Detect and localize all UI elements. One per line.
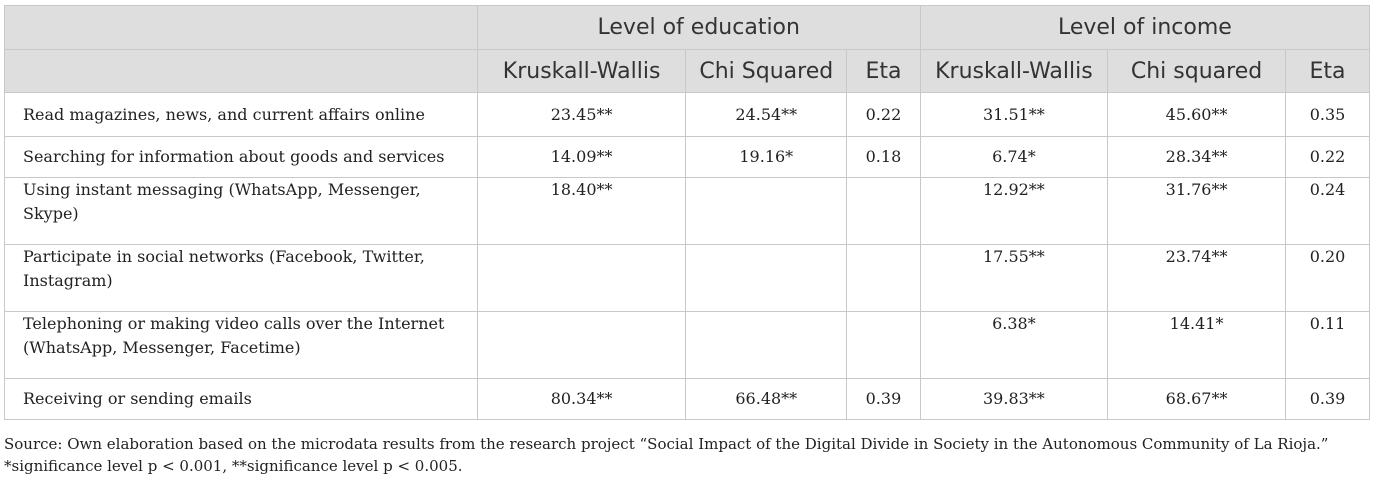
cell-edu-chi bbox=[685, 311, 848, 379]
header-corner bbox=[4, 5, 478, 50]
header-corner-lower bbox=[4, 49, 478, 93]
cell-inc-chi: 68.67** bbox=[1107, 378, 1287, 420]
table-row: Searching for information about goods an… bbox=[4, 136, 1370, 178]
cell-edu-kruskall: 23.45** bbox=[476, 92, 687, 137]
cell-inc-chi: 14.41* bbox=[1107, 311, 1287, 379]
cell-edu-chi bbox=[685, 244, 848, 312]
col-header-edu-kruskall: Kruskall-Wallis bbox=[476, 49, 687, 93]
header-group-row: Level of education Level of income bbox=[4, 5, 1371, 50]
cell-edu-chi bbox=[685, 177, 848, 245]
table-footnote: Source: Own elaboration based on the mic… bbox=[4, 435, 1329, 475]
table-row: Telephoning or making video calls over t… bbox=[4, 311, 1370, 379]
cell-edu-eta: 0.22 bbox=[846, 92, 921, 137]
cell-inc-kruskall: 31.51** bbox=[919, 92, 1109, 137]
col-header-inc-chi: Chi squared bbox=[1107, 49, 1287, 93]
col-header-inc-eta: Eta bbox=[1285, 49, 1370, 93]
row-label: Telephoning or making video calls over t… bbox=[4, 311, 478, 379]
cell-inc-kruskall: 39.83** bbox=[919, 378, 1109, 420]
row-label: Using instant messaging (WhatsApp, Messe… bbox=[4, 177, 478, 245]
cell-edu-eta: 0.39 bbox=[846, 378, 921, 420]
table-row: Participate in social networks (Facebook… bbox=[4, 244, 1370, 312]
header-group-education: Level of education bbox=[476, 5, 921, 50]
header-group-income: Level of income bbox=[919, 5, 1371, 50]
cell-inc-kruskall: 17.55** bbox=[919, 244, 1109, 312]
table-row: Receiving or sending emails 80.34** 66.4… bbox=[4, 378, 1370, 420]
cell-inc-eta: 0.24 bbox=[1285, 177, 1370, 245]
cell-inc-eta: 0.11 bbox=[1285, 311, 1370, 379]
cell-edu-kruskall: 80.34** bbox=[476, 378, 687, 420]
row-label: Receiving or sending emails bbox=[4, 378, 478, 420]
cell-edu-eta bbox=[846, 244, 921, 312]
cell-edu-kruskall bbox=[476, 311, 687, 379]
cell-inc-chi: 23.74** bbox=[1107, 244, 1287, 312]
cell-inc-kruskall: 6.74* bbox=[919, 136, 1109, 178]
cell-inc-chi: 28.34** bbox=[1107, 136, 1287, 178]
cell-inc-chi: 45.60** bbox=[1107, 92, 1287, 137]
cell-inc-kruskall: 6.38* bbox=[919, 311, 1109, 379]
col-header-inc-kruskall: Kruskall-Wallis bbox=[919, 49, 1109, 93]
cell-edu-kruskall: 14.09** bbox=[476, 136, 687, 178]
cell-inc-eta: 0.35 bbox=[1285, 92, 1370, 137]
results-table: Level of education Level of income Krusk… bbox=[4, 5, 1371, 420]
header-column-row: Kruskall-Wallis Chi Squared Eta Kruskall… bbox=[4, 49, 1370, 93]
col-header-edu-eta: Eta bbox=[846, 49, 921, 93]
row-label: Read magazines, news, and current affair… bbox=[4, 92, 478, 137]
cell-edu-chi: 24.54** bbox=[685, 92, 848, 137]
cell-inc-eta: 0.20 bbox=[1285, 244, 1370, 312]
cell-edu-eta bbox=[846, 177, 921, 245]
cell-inc-kruskall: 12.92** bbox=[919, 177, 1109, 245]
cell-edu-kruskall: 18.40** bbox=[476, 177, 687, 245]
row-label: Participate in social networks (Facebook… bbox=[4, 244, 478, 312]
table-row: Using instant messaging (WhatsApp, Messe… bbox=[4, 177, 1370, 245]
cell-edu-chi: 19.16* bbox=[685, 136, 848, 178]
row-label: Searching for information about goods an… bbox=[4, 136, 478, 178]
cell-edu-kruskall bbox=[476, 244, 687, 312]
cell-edu-eta: 0.18 bbox=[846, 136, 921, 178]
col-header-edu-chi: Chi Squared bbox=[685, 49, 848, 93]
cell-edu-chi: 66.48** bbox=[685, 378, 848, 420]
cell-inc-eta: 0.22 bbox=[1285, 136, 1370, 178]
cell-edu-eta bbox=[846, 311, 921, 379]
cell-inc-chi: 31.76** bbox=[1107, 177, 1287, 245]
table-row: Read magazines, news, and current affair… bbox=[4, 92, 1370, 137]
cell-inc-eta: 0.39 bbox=[1285, 378, 1370, 420]
